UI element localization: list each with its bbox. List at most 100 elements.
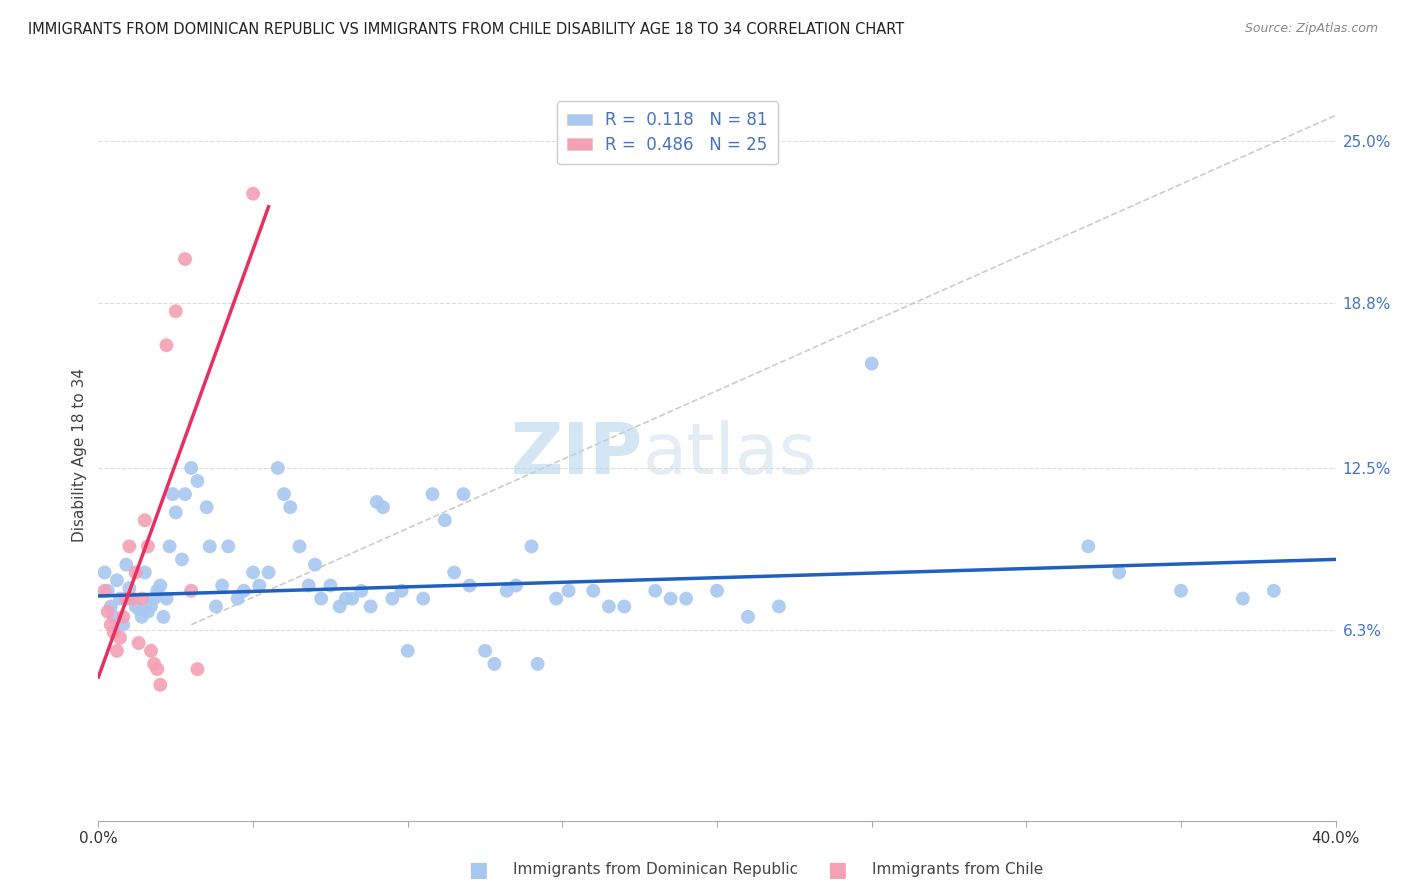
Point [165, 505, 187, 519]
Point [242, 186, 264, 201]
Point [309, 591, 332, 606]
Point [298, 578, 321, 592]
Point [124, 566, 146, 580]
Point [105, 574, 128, 588]
Point [1170, 583, 1192, 598]
Point [273, 487, 295, 501]
Point [128, 602, 150, 616]
Text: Source: ZipAtlas.com: Source: ZipAtlas.com [1244, 22, 1378, 36]
Point [526, 657, 548, 671]
Point [582, 583, 605, 598]
Point [195, 500, 218, 515]
Text: atlas: atlas [643, 420, 817, 490]
Point [598, 599, 620, 614]
Point [458, 578, 481, 592]
Point [1232, 591, 1254, 606]
Point [659, 591, 682, 606]
Point [186, 474, 208, 488]
Point [165, 304, 187, 318]
Point [860, 356, 883, 371]
Point [146, 583, 169, 598]
Text: ZIP: ZIP [510, 420, 643, 490]
Text: Immigrants from Dominican Republic: Immigrants from Dominican Republic [513, 863, 799, 877]
Point [93, 583, 115, 598]
Point [319, 578, 342, 592]
Point [97, 605, 120, 619]
Point [278, 500, 301, 515]
Point [180, 461, 202, 475]
Point [149, 678, 172, 692]
Point [115, 558, 138, 572]
Point [143, 591, 166, 606]
Point [247, 578, 270, 592]
Point [115, 591, 138, 606]
Point [139, 644, 162, 658]
Point [211, 578, 233, 592]
Point [112, 617, 135, 632]
Point [103, 625, 125, 640]
Point [134, 513, 156, 527]
Point [97, 583, 120, 598]
Point [170, 552, 193, 566]
Point [391, 583, 413, 598]
Point [557, 583, 579, 598]
Y-axis label: Disability Age 18 to 34: Disability Age 18 to 34 [72, 368, 87, 542]
Legend: R =  0.118   N = 81, R =  0.486   N = 25: R = 0.118 N = 81, R = 0.486 N = 25 [557, 101, 778, 164]
Point [112, 610, 135, 624]
Point [340, 591, 363, 606]
Point [453, 487, 475, 501]
Point [737, 610, 759, 624]
Point [180, 583, 202, 598]
Point [108, 591, 131, 606]
Point [412, 591, 434, 606]
Point [108, 631, 131, 645]
Point [143, 657, 166, 671]
Point [174, 252, 197, 266]
Point [257, 566, 280, 580]
Point [100, 599, 122, 614]
Point [121, 591, 143, 606]
Point [381, 591, 404, 606]
Point [93, 566, 115, 580]
Point [546, 591, 568, 606]
Point [768, 599, 790, 614]
Point [103, 610, 125, 624]
Point [613, 599, 636, 614]
Point [139, 599, 162, 614]
Point [146, 662, 169, 676]
Point [105, 644, 128, 658]
Point [100, 617, 122, 632]
Point [134, 566, 156, 580]
Point [495, 583, 517, 598]
Point [675, 591, 697, 606]
Point [124, 599, 146, 614]
Point [288, 539, 311, 553]
Point [443, 566, 465, 580]
Text: ■: ■ [827, 860, 846, 880]
Text: IMMIGRANTS FROM DOMINICAN REPUBLIC VS IMMIGRANTS FROM CHILE DISABILITY AGE 18 TO: IMMIGRANTS FROM DOMINICAN REPUBLIC VS IM… [28, 22, 904, 37]
Point [131, 610, 153, 624]
Point [121, 591, 143, 606]
Text: Immigrants from Chile: Immigrants from Chile [872, 863, 1043, 877]
Point [505, 578, 527, 592]
Point [155, 338, 177, 352]
Point [159, 539, 181, 553]
Point [706, 583, 728, 598]
Point [118, 539, 141, 553]
Point [396, 644, 419, 658]
Point [205, 599, 228, 614]
Point [329, 599, 352, 614]
Point [1108, 566, 1130, 580]
Point [422, 487, 444, 501]
Point [644, 583, 666, 598]
Point [149, 578, 172, 592]
Point [128, 636, 150, 650]
Point [152, 610, 174, 624]
Point [118, 581, 141, 595]
Point [242, 566, 264, 580]
Point [366, 495, 388, 509]
Point [484, 657, 506, 671]
Point [174, 487, 197, 501]
Point [155, 591, 177, 606]
Point [335, 591, 357, 606]
